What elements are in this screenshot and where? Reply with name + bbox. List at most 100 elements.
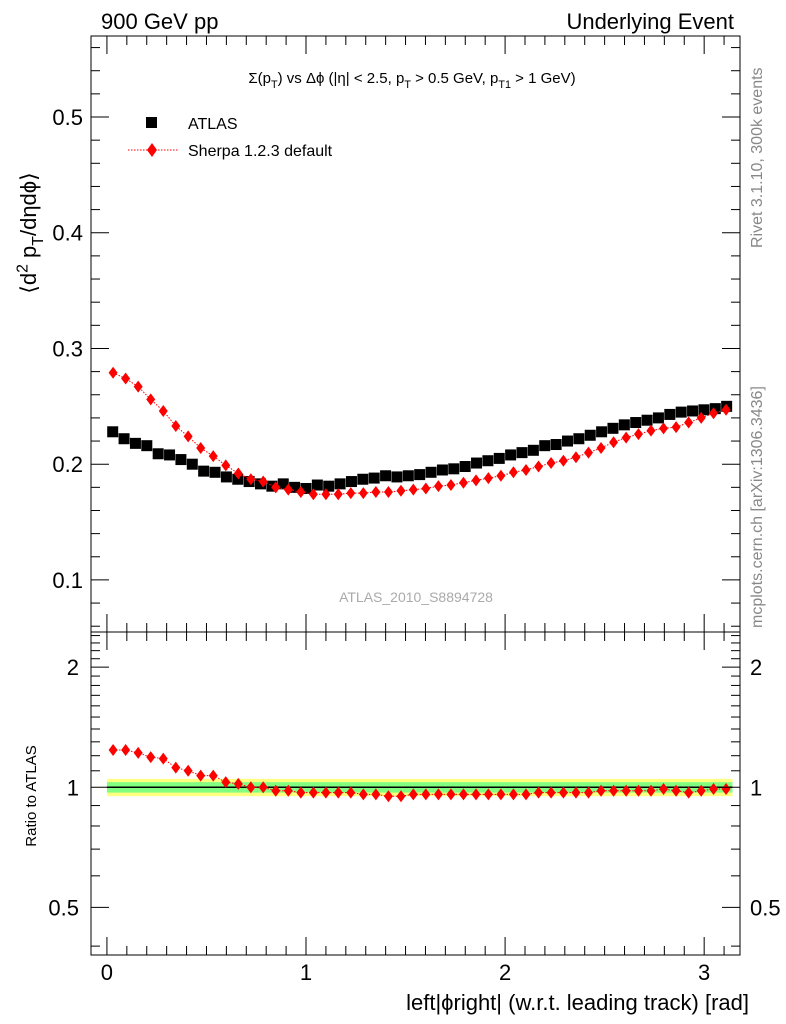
atlas-point — [561, 435, 573, 447]
y-tick-label: 0.4 — [52, 221, 83, 246]
sherpa-point — [233, 467, 243, 480]
sherpa-point — [208, 450, 218, 463]
atlas-point — [107, 426, 119, 438]
atlas-point — [630, 417, 642, 429]
ratio-sherpa-point — [633, 784, 643, 797]
ratio-y-tick-label: 2 — [67, 655, 79, 680]
sherpa-point — [646, 424, 656, 437]
ratio-y-tick-label: 0.5 — [48, 895, 79, 920]
atlas-point — [573, 433, 585, 445]
sherpa-point — [521, 463, 531, 476]
ratio-sherpa-point — [283, 784, 293, 797]
atlas-point — [618, 419, 630, 431]
ratio-sherpa-point — [308, 786, 318, 799]
sherpa-point — [446, 479, 456, 492]
ratio-sherpa-point — [534, 786, 544, 799]
atlas-point — [516, 447, 528, 459]
ratio-sherpa-point — [396, 790, 406, 803]
atlas-point — [596, 426, 608, 438]
ratio-sherpa-point — [321, 786, 331, 799]
sherpa-point — [396, 484, 406, 497]
atlas-point — [527, 444, 539, 456]
sherpa-point — [458, 476, 468, 489]
atlas-point — [391, 471, 403, 483]
atlas-point — [402, 470, 414, 482]
atlas-point — [425, 466, 437, 478]
sherpa-point — [221, 459, 231, 472]
atlas-point — [129, 437, 141, 449]
sherpa-point — [571, 451, 581, 464]
sherpa-point — [383, 485, 393, 498]
sherpa-point — [108, 366, 118, 379]
ratio-sherpa-point — [421, 788, 431, 801]
sherpa-point — [659, 422, 669, 435]
atlas-point — [505, 449, 517, 461]
sherpa-point — [721, 403, 731, 416]
ratio-sherpa-point — [271, 784, 281, 797]
sherpa-point — [596, 441, 606, 454]
atlas-point — [209, 466, 221, 478]
atlas-point — [289, 481, 301, 493]
atlas-point — [709, 403, 721, 415]
sherpa-point — [534, 460, 544, 473]
ratio-sherpa-point — [333, 786, 343, 799]
sherpa-point — [171, 420, 181, 433]
ratio-sherpa-point — [496, 788, 506, 801]
ratio-sherpa-point — [721, 783, 731, 796]
sherpa-point — [346, 487, 356, 500]
mcplots-label: mcplots.cern.ch [arXiv:1306.3436] — [749, 386, 766, 628]
ratio-sherpa-point — [346, 786, 356, 799]
main-plot: Σ(pT) vs Δϕ (|η| < 2.5, pT > 0.5 GeV, pT… — [14, 35, 741, 633]
sherpa-point — [633, 428, 643, 441]
ratio-sherpa-point — [609, 784, 619, 797]
sherpa-point — [496, 469, 506, 482]
atlas-point — [164, 449, 176, 461]
ratio-sherpa-point — [646, 784, 656, 797]
atlas-point — [175, 454, 187, 466]
ratio-sherpa-point — [408, 788, 418, 801]
legend-atlas-marker — [146, 117, 157, 128]
ratio-sherpa-point — [246, 781, 256, 794]
rivet-label: Rivet 3.1.10, 300k events — [749, 67, 766, 248]
atlas-point — [311, 479, 323, 491]
atlas-point — [471, 457, 483, 469]
ratio-sherpa-point — [471, 788, 481, 801]
sherpa-point — [321, 488, 331, 501]
sherpa-point — [471, 474, 481, 487]
ratio-sherpa-point — [659, 783, 669, 796]
sherpa-point — [158, 404, 168, 417]
sherpa-point — [271, 481, 281, 494]
atlas-point — [323, 480, 335, 492]
atlas-point — [368, 472, 380, 484]
ratio-sherpa-point — [208, 769, 218, 782]
atlas-point — [118, 433, 130, 445]
ratio-sherpa-point — [371, 788, 381, 801]
ratio-sherpa-point — [584, 786, 594, 799]
ratio-sherpa-point — [571, 786, 581, 799]
sherpa-point — [483, 472, 493, 485]
y-tick-label: 0.5 — [52, 105, 83, 130]
ratio-sherpa-point — [596, 784, 606, 797]
atlas-point — [220, 471, 232, 483]
sherpa-point — [333, 488, 343, 501]
legend-sherpa-label: Sherpa 1.2.3 default — [188, 143, 333, 160]
sherpa-point — [408, 483, 418, 496]
atlas-point — [334, 478, 346, 490]
sherpa-point — [684, 416, 694, 429]
atlas-point — [493, 452, 505, 464]
sherpa-point — [133, 380, 143, 393]
ratio-y-axis-label: Ratio to ATLAS — [23, 745, 40, 846]
ratio-sherpa-point — [158, 752, 168, 765]
atlas-point — [652, 412, 664, 424]
ratio-sherpa-point — [446, 788, 456, 801]
ratio-sherpa-point — [546, 786, 556, 799]
legend: ATLAS Sherpa 1.2.3 default — [128, 116, 333, 160]
ratio-sherpa-point — [671, 784, 681, 797]
atlas-point — [380, 470, 392, 482]
ratio-sherpa-point — [383, 790, 393, 803]
legend-atlas-label: ATLAS — [188, 116, 238, 133]
atlas-point — [641, 414, 653, 426]
header-left: 900 GeV pp — [101, 9, 218, 34]
atlas-point — [539, 440, 551, 452]
atlas-point — [266, 480, 278, 492]
